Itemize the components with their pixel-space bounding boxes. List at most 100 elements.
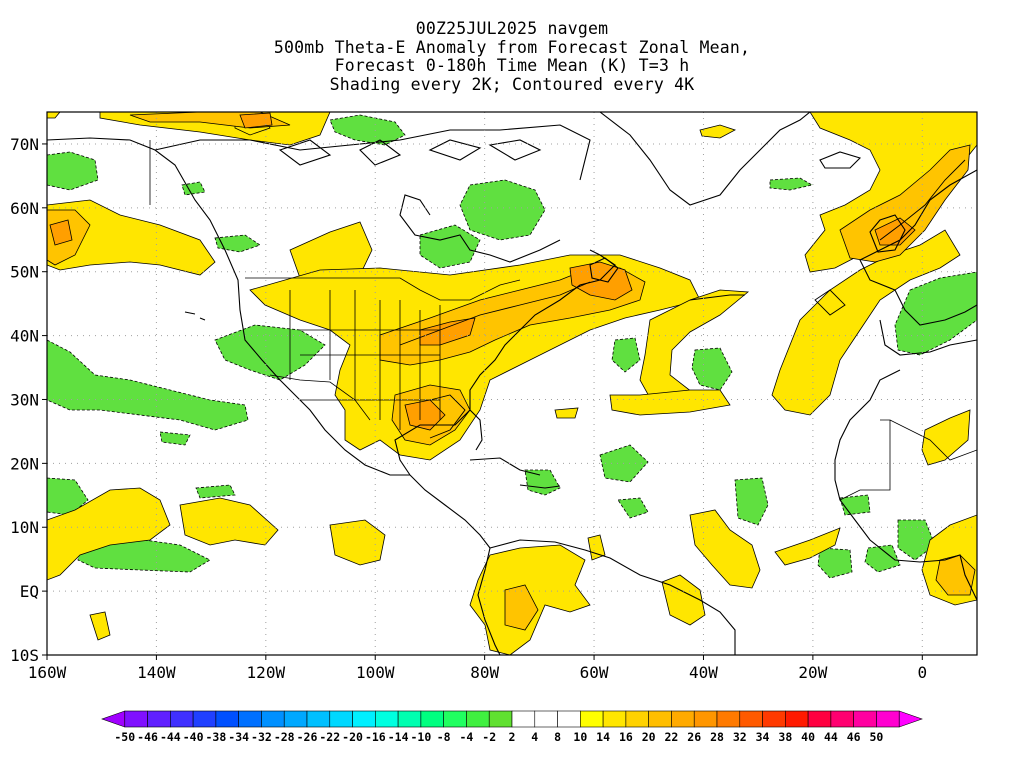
neg-area — [734, 477, 769, 526]
lat-tick-label: 10N — [10, 518, 39, 537]
colorbar-box — [693, 710, 718, 728]
pos-area-eqatl — [689, 509, 761, 589]
pos-area-atl — [639, 289, 750, 401]
colorbar-label: -16 — [365, 730, 386, 744]
coast-uk — [869, 214, 906, 253]
lat-tick-label: 40N — [10, 327, 39, 346]
colorbar-label: -10 — [410, 730, 431, 744]
coast-greenland — [599, 112, 811, 206]
neg-area — [329, 114, 406, 146]
pos-area-greenland — [699, 124, 737, 139]
pos-area-epac — [47, 487, 171, 581]
colorbar-label: 38 — [778, 730, 792, 744]
colorbar-box — [602, 710, 627, 728]
negative-anomaly-shading — [47, 114, 977, 579]
colorbar-box — [283, 710, 308, 728]
colorbar-label: 16 — [619, 730, 633, 744]
colorbar-label: 2 — [509, 730, 516, 744]
colorbar-box — [671, 710, 695, 728]
colorbar-box — [807, 710, 832, 728]
coast-europe — [859, 169, 977, 326]
pos-area-eqatl2 — [774, 527, 841, 566]
coast-africa — [834, 369, 977, 601]
title-line-2: 500mb Theta-E Anomaly from Forecast Zona… — [273, 37, 751, 57]
pos-area-ne-atl2 — [771, 229, 961, 416]
neg-area — [419, 224, 481, 269]
pos-high-area — [874, 217, 916, 246]
title-line-1: 00Z25JUL2025 navgem — [415, 19, 609, 38]
pos-area-atl2 — [609, 389, 731, 416]
colorbar-box — [648, 710, 672, 728]
lat-tick-label: 60N — [10, 199, 39, 218]
colorbar-box — [511, 710, 536, 728]
coast-hawaii — [184, 311, 206, 321]
pos-high-area — [569, 261, 633, 301]
colorbar-box — [238, 710, 262, 728]
colorbar-label: 4 — [531, 730, 538, 744]
title-line-3: Forecast 0-180h Time Mean (K) T=3 h — [334, 56, 690, 75]
lon-tick-label: 40W — [689, 663, 718, 682]
coast-newfoundland — [589, 257, 619, 283]
colorbar-label: 8 — [554, 730, 561, 744]
pos-area-africa — [921, 409, 971, 466]
coast-na-east — [394, 249, 616, 476]
colorbar-box — [557, 710, 581, 728]
neg-area — [47, 151, 99, 191]
border-us-canada — [245, 277, 521, 301]
colorbar-label: -38 — [205, 730, 226, 744]
colorbar-box — [147, 710, 171, 728]
colorbar-label: -26 — [297, 730, 318, 744]
map-content — [47, 112, 977, 655]
colorbar-box — [306, 710, 331, 728]
colorbar-label: 10 — [573, 730, 587, 744]
neg-area — [524, 469, 561, 496]
colorbar-box — [762, 710, 786, 728]
coast-cuba — [469, 457, 561, 489]
pos-area-epac2 — [179, 497, 279, 546]
colorbar-box — [739, 710, 763, 728]
neg-area — [769, 177, 814, 191]
coast-florida — [469, 409, 483, 451]
colorbar-label: -20 — [342, 730, 363, 744]
coast-hudson — [399, 194, 561, 263]
lon-tick-label: 160W — [28, 663, 67, 682]
lat-tick-label: 20N — [10, 454, 39, 473]
colorbar-box — [261, 710, 285, 728]
coast-sam-west — [477, 547, 501, 655]
lat-tick-label: 30N — [10, 390, 39, 409]
coast-arctic — [154, 124, 591, 181]
colorbar-box — [466, 710, 490, 728]
colorbar-label: -44 — [160, 730, 181, 744]
colorbar-box — [534, 710, 558, 728]
pos-high-area — [404, 399, 446, 431]
coast-iberia — [879, 319, 977, 356]
colorbar-box — [443, 710, 467, 728]
lat-tick-label: 50N — [10, 263, 39, 282]
colorbar-label: -40 — [183, 730, 204, 744]
colorbar-label: 26 — [687, 730, 701, 744]
pos-mid-area — [504, 584, 539, 631]
neg-area — [195, 484, 236, 499]
lon-tick-label: 120W — [247, 663, 286, 682]
colorbar-label: 14 — [596, 730, 610, 744]
neg-area — [897, 519, 936, 561]
colorbar-label: 50 — [870, 730, 884, 744]
colorbar-box — [830, 710, 854, 728]
grid-lines — [47, 112, 977, 655]
colorbar-box — [375, 710, 399, 728]
contour-line — [814, 289, 846, 316]
coastlines — [47, 112, 977, 655]
colorbar-box — [625, 710, 649, 728]
lat-tick-label: EQ — [20, 582, 39, 601]
colorbar-box — [329, 710, 353, 728]
borders — [149, 140, 977, 501]
pos-mid-area — [839, 144, 971, 263]
pos-area-nw — [47, 112, 61, 119]
coast-sam — [489, 539, 736, 655]
colorbar-label: -14 — [388, 730, 409, 744]
colorbar-label: 46 — [847, 730, 861, 744]
colorbar-label: -46 — [137, 730, 158, 744]
neg-area — [47, 477, 89, 516]
contour-line — [429, 394, 466, 439]
